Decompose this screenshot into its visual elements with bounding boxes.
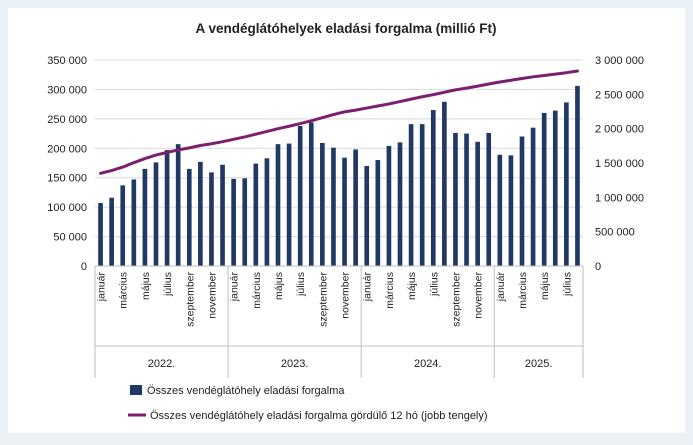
bar: [231, 178, 236, 266]
month-label: január: [495, 272, 507, 303]
month-labels: január március május július szeptember novemb…: [96, 271, 574, 326]
rolling-12-month-line: [99, 69, 579, 175]
bar: [131, 179, 137, 266]
month-label: január: [229, 272, 241, 303]
bar: [486, 132, 492, 266]
month-label: május: [140, 272, 152, 300]
month-label: július: [428, 272, 440, 297]
bar: [364, 165, 370, 266]
month-label: május: [539, 272, 551, 300]
bar: [164, 150, 170, 266]
year-label: 2022.: [148, 358, 176, 370]
bar: [419, 124, 425, 266]
right-tick-label: 1 000 000: [595, 192, 644, 204]
left-tick-label: 50 000: [53, 232, 87, 244]
bar: [475, 141, 480, 266]
month-label: július: [162, 272, 174, 297]
bar: [353, 149, 358, 266]
month-label: július: [295, 272, 307, 297]
bar: [220, 164, 225, 266]
chart-title: A vendéglátóhelyek eladási forgalma (mil…: [195, 21, 496, 36]
month-label: szeptember: [184, 271, 196, 326]
right-axis-ticks: 0 500 000 1 000 000 1 500 000 2 000 000 2 500…: [595, 55, 644, 273]
month-label: november: [206, 272, 218, 319]
legend-bar-label: Összes vendéglátóhely eladási forgalma: [147, 385, 345, 397]
bar: [397, 142, 403, 266]
right-tick-label: 500 000: [595, 227, 635, 239]
month-label: szeptember: [450, 271, 462, 326]
bar: [320, 142, 325, 266]
legend-bar-swatch: [130, 385, 142, 395]
month-label: május: [273, 272, 285, 300]
legend-line-label: Összes vendéglátóhely eladási forgalma g…: [150, 410, 488, 422]
bar: [308, 122, 314, 266]
bar-series: [98, 85, 580, 267]
bar: [153, 162, 159, 266]
bar: [142, 168, 148, 266]
bar: [408, 124, 414, 266]
left-tick-label: 300 000: [47, 84, 87, 96]
right-tick-label: 3 000 000: [595, 55, 644, 67]
bar: [530, 127, 536, 266]
bar: [375, 160, 381, 266]
right-tick-label: 2 500 000: [595, 89, 644, 101]
bar: [497, 154, 503, 266]
bar: [286, 143, 292, 266]
month-label: március: [384, 272, 396, 309]
bar: [186, 168, 192, 266]
bar: [386, 145, 392, 266]
bar: [508, 155, 514, 266]
right-tick-label: 0: [595, 261, 601, 273]
left-tick-label: 250 000: [47, 114, 87, 126]
bar: [464, 133, 469, 266]
bar: [575, 85, 580, 266]
year-labels: 2022. 2023. 2024. 2025.: [148, 358, 553, 370]
bar: [342, 157, 347, 266]
bar: [98, 203, 103, 266]
left-axis-ticks: 0 50 000 100 000 150 000 200 000 250 000 300 0…: [47, 55, 87, 273]
bar: [175, 144, 181, 266]
bar: [264, 158, 270, 266]
bar: [275, 144, 281, 266]
left-tick-label: 100 000: [47, 202, 87, 214]
month-label: november: [473, 272, 485, 319]
axes: [94, 265, 584, 378]
right-tick-label: 2 000 000: [595, 124, 644, 136]
bar: [541, 112, 547, 266]
bar: [242, 178, 248, 266]
month-label: január: [362, 272, 374, 303]
bar: [430, 110, 436, 267]
month-label: január: [96, 272, 108, 303]
bar: [519, 136, 525, 266]
month-label: március: [517, 272, 529, 309]
year-label: 2025.: [525, 358, 553, 370]
bar: [209, 172, 214, 266]
bar: [109, 197, 114, 266]
month-label: július: [561, 272, 573, 297]
bar: [331, 147, 336, 266]
month-label: március: [118, 272, 130, 309]
legend: Összes vendéglátóhely eladási forgalma Ö…: [128, 385, 488, 422]
left-tick-label: 200 000: [47, 143, 87, 155]
left-tick-label: 150 000: [47, 173, 87, 185]
left-tick-label: 350 000: [47, 55, 87, 67]
bar: [253, 163, 259, 266]
year-label: 2023.: [281, 358, 309, 370]
year-label: 2024.: [414, 358, 442, 370]
right-tick-label: 1 500 000: [595, 158, 644, 170]
bar: [198, 161, 203, 266]
bar: [297, 125, 303, 266]
bar: [552, 110, 558, 266]
bar: [564, 102, 569, 267]
month-label: március: [251, 272, 263, 309]
left-tick-label: 0: [81, 261, 87, 273]
bar: [120, 185, 126, 266]
month-label: november: [340, 272, 352, 319]
month-label: május: [406, 272, 418, 300]
bar: [453, 132, 458, 266]
month-label: szeptember: [317, 271, 329, 326]
bar: [442, 101, 447, 266]
